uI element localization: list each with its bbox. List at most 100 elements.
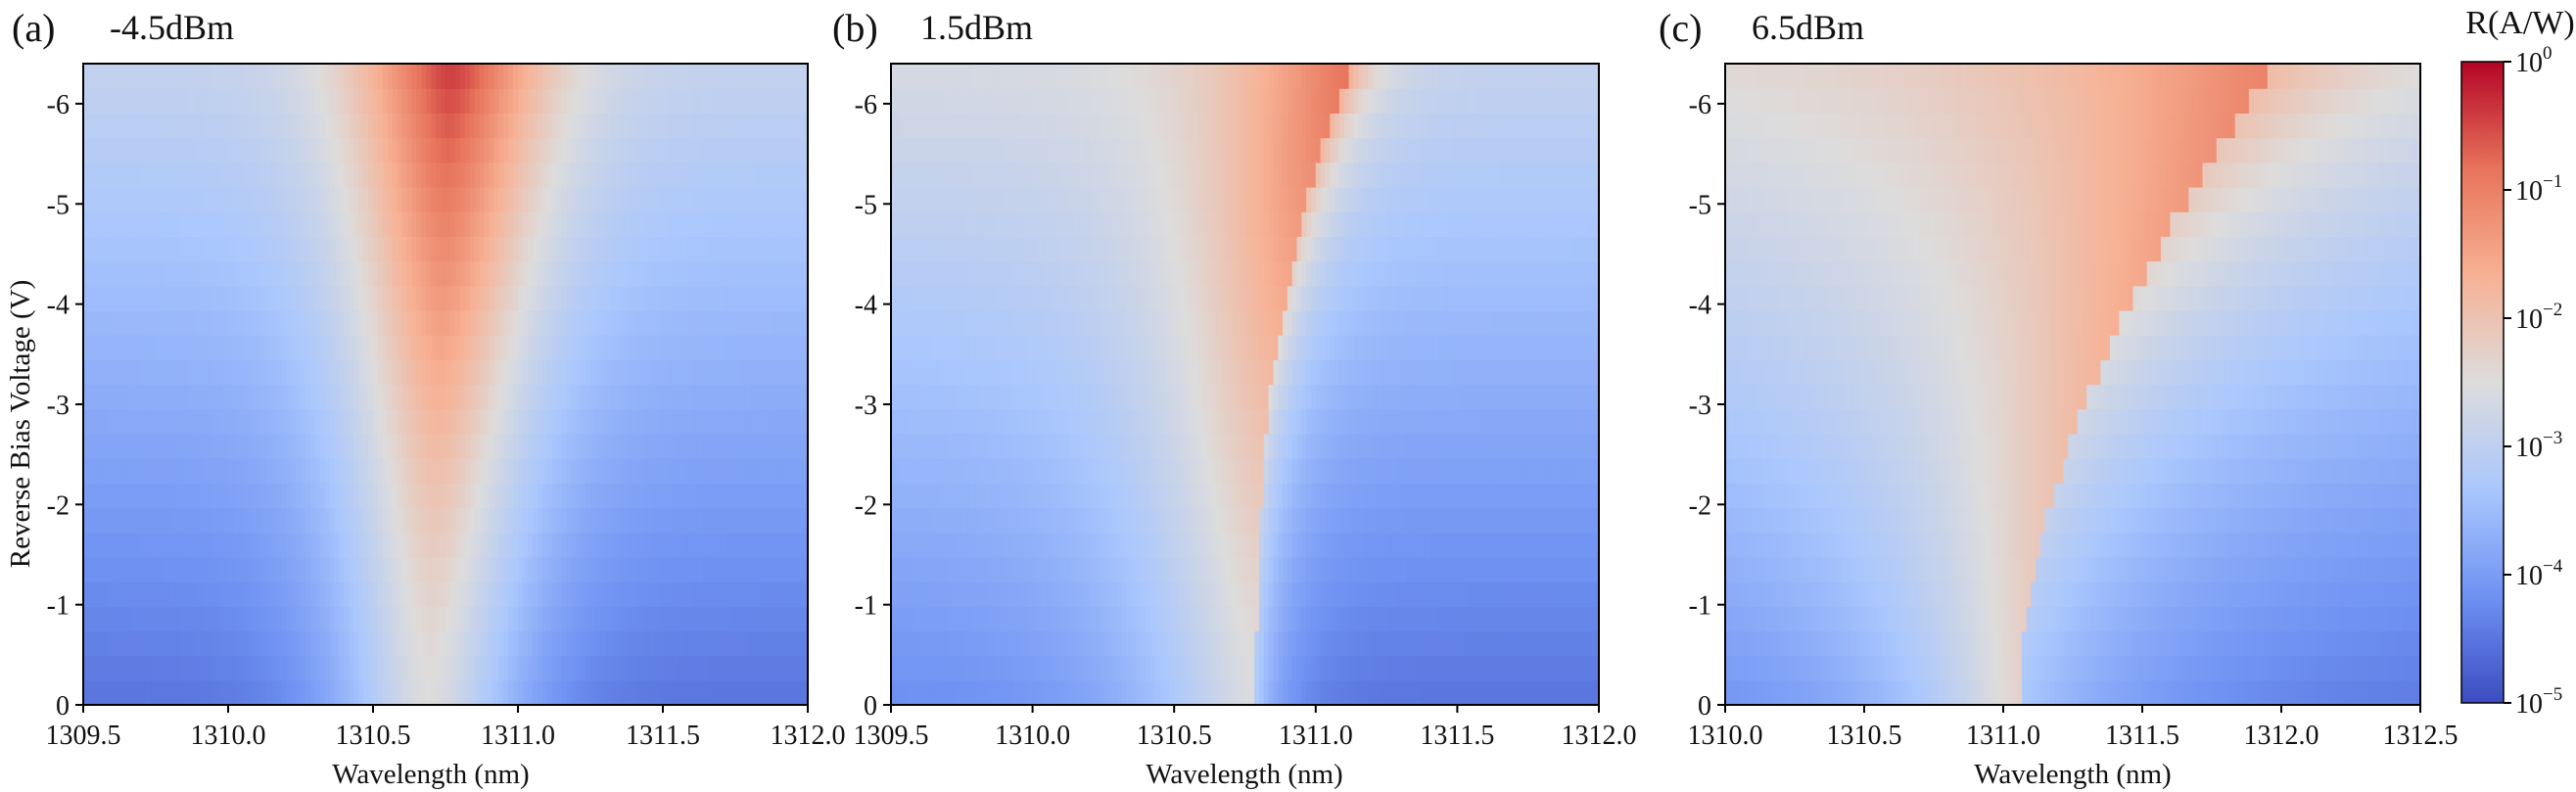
heatmap-cell [266, 113, 272, 139]
heatmap-cell [571, 88, 577, 114]
heatmap-cell [518, 113, 524, 139]
heatmap-cell [696, 186, 703, 212]
heatmap-cell [532, 137, 539, 163]
heatmap-cell [339, 679, 345, 706]
heatmap-cell [1079, 630, 1086, 657]
heatmap-cell [933, 630, 939, 657]
heatmap-cell [706, 458, 712, 484]
heatmap-cell [726, 556, 731, 582]
heatmap-cell [1287, 679, 1293, 706]
heatmap-cell [131, 556, 137, 582]
heatmap-cell [1522, 630, 1529, 657]
heatmap-cell [232, 433, 239, 459]
heatmap-cell [416, 458, 422, 484]
heatmap-cell [677, 260, 683, 287]
heatmap-cell [179, 532, 186, 558]
heatmap-cell [1363, 556, 1369, 582]
heatmap-cell [778, 433, 784, 459]
heatmap-cell [301, 309, 306, 336]
heatmap-cell [242, 186, 249, 212]
heatmap-cell [696, 335, 703, 360]
heatmap-cell [648, 606, 654, 632]
heatmap-cell [1211, 655, 1218, 681]
heatmap-cell [716, 679, 722, 706]
heatmap-cell [436, 582, 442, 607]
heatmap-cell [445, 458, 451, 484]
heatmap-cell [1254, 606, 1260, 632]
heatmap-cell [232, 211, 239, 237]
heatmap-cell [441, 285, 446, 311]
heatmap-cell [223, 64, 229, 89]
heatmap-cell [556, 606, 562, 632]
heatmap-cell [711, 483, 717, 509]
heatmap-cell [329, 64, 336, 89]
heatmap-cell [199, 359, 205, 386]
heatmap-cell [464, 113, 471, 139]
heatmap-cell [247, 483, 254, 509]
heatmap-cell [174, 655, 181, 681]
heatmap-cell [449, 88, 456, 114]
heatmap-cell [633, 556, 639, 582]
heatmap-cell [546, 630, 553, 657]
heatmap-cell [696, 88, 703, 114]
heatmap-cell [1556, 532, 1563, 558]
heatmap-cell [1296, 606, 1302, 632]
heatmap-cell [314, 582, 321, 607]
heatmap-cell [541, 88, 548, 114]
heatmap-cell [769, 236, 775, 262]
heatmap-cell [232, 679, 239, 706]
heatmap-cell [706, 556, 712, 582]
heatmap-cell [242, 507, 249, 534]
heatmap-cell [759, 532, 766, 558]
heatmap-cell [271, 408, 277, 435]
heatmap-cell [677, 162, 683, 188]
heatmap-cell [349, 236, 354, 262]
heatmap-cell [1117, 556, 1123, 582]
heatmap-cell [257, 309, 263, 336]
heatmap-cell [721, 483, 726, 509]
heatmap-cell [436, 384, 442, 410]
heatmap-cell [1231, 606, 1237, 632]
heatmap-cell [87, 384, 94, 410]
heatmap-cell [358, 556, 364, 582]
heatmap-cell [334, 679, 341, 706]
heatmap-cell [1519, 582, 1524, 607]
heatmap-cell [436, 507, 442, 534]
heatmap-cell [1433, 655, 1439, 681]
heatmap-cell [449, 458, 456, 484]
heatmap-cell [638, 408, 644, 435]
heatmap-cell [314, 556, 321, 582]
heatmap-cell [479, 655, 486, 681]
heatmap-cell [778, 88, 784, 114]
heatmap-cell [995, 679, 1001, 706]
heatmap-cell [329, 532, 336, 558]
heatmap-cell [459, 433, 466, 459]
heatmap-cell [556, 532, 562, 558]
heatmap-cell [1382, 556, 1387, 582]
heatmap-cell [663, 88, 669, 114]
heatmap-cell [599, 606, 606, 632]
heatmap-cell [87, 556, 94, 582]
heatmap-cell [164, 655, 171, 681]
heatmap-cell [1231, 556, 1237, 582]
heatmap-cell [739, 88, 746, 114]
heatmap-cell [252, 211, 258, 237]
heatmap-cell [1405, 606, 1411, 632]
heatmap-cell [469, 630, 476, 657]
heatmap-cell [1574, 582, 1581, 607]
heatmap-cell [194, 458, 200, 484]
heatmap-cell [527, 359, 534, 386]
heatmap-cell [1226, 679, 1232, 706]
heatmap-cell [421, 162, 427, 188]
heatmap-cell [537, 309, 543, 336]
heatmap-cell [329, 211, 336, 237]
heatmap-cell [1475, 606, 1482, 632]
heatmap-cell [151, 384, 157, 410]
heatmap-cell [353, 532, 359, 558]
heatmap-cell [194, 309, 200, 336]
heatmap-cell [199, 186, 205, 212]
heatmap-cell [1395, 679, 1402, 706]
heatmap-cell [599, 162, 606, 188]
heatmap-cell [314, 113, 321, 139]
heatmap-cell [773, 335, 779, 360]
